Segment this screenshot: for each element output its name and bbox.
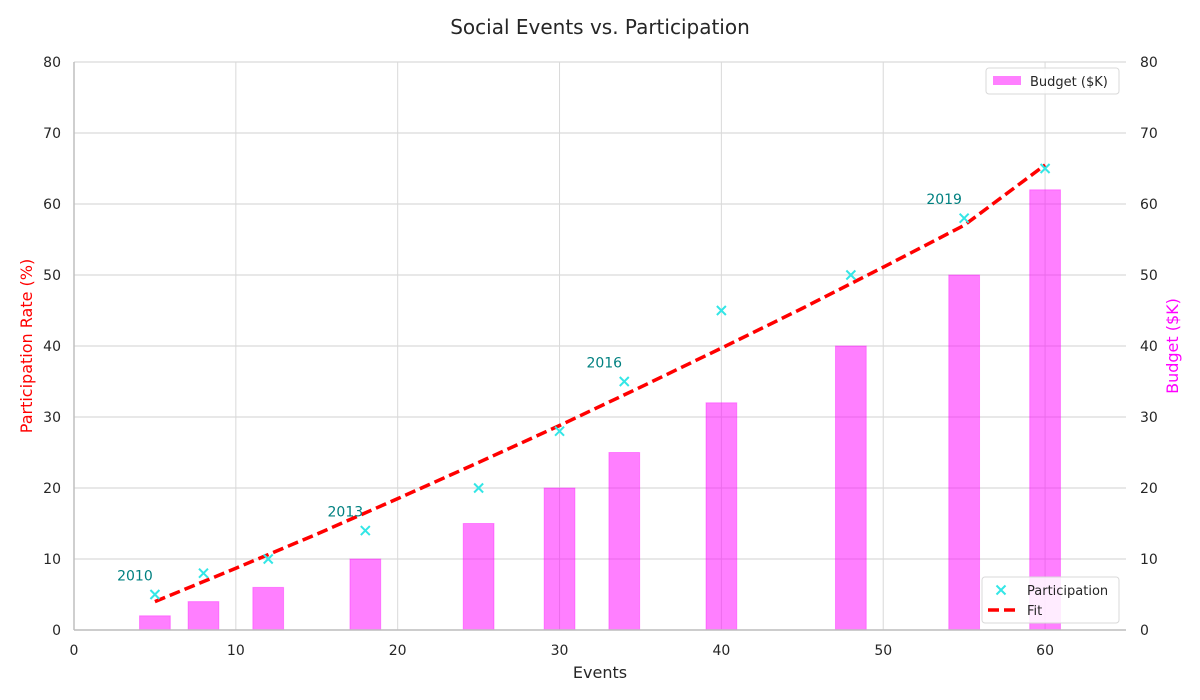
y-right-tick-label: 60: [1140, 197, 1158, 213]
y-right-tick-label: 50: [1140, 268, 1158, 284]
participation-points: [149, 163, 1051, 600]
budget-bar: [705, 402, 738, 631]
participation-point: [958, 212, 970, 224]
participation-point: [1039, 163, 1051, 174]
y-right-tick-label: 40: [1140, 339, 1158, 355]
y-left-tick-label: 70: [43, 126, 61, 142]
y-right-tick-label: 20: [1140, 481, 1158, 497]
y-right-tick-label: 30: [1140, 410, 1158, 426]
y-axis-left-title: Participation Rate (%): [17, 259, 36, 433]
year-annotation: 2016: [586, 356, 622, 372]
y-right-tick-label: 10: [1140, 552, 1158, 568]
y-left-tick-label: 80: [43, 55, 61, 71]
y-left-tick-label: 0: [52, 623, 61, 639]
budget-bar: [834, 345, 867, 631]
x-axis-title: Events: [573, 663, 627, 682]
x-tick-label: 40: [712, 643, 730, 659]
x-tick-label: 50: [874, 643, 892, 659]
y-left-tick-label: 40: [43, 339, 61, 355]
budget-bar: [187, 601, 220, 631]
participation-point: [554, 425, 565, 437]
legend-participation-marker: [995, 584, 1007, 596]
fit-line: [154, 163, 1047, 604]
year-annotations: 2010 2013 2016 2019: [117, 192, 962, 584]
y-left-tick-label: 30: [43, 410, 61, 426]
participation-point: [473, 482, 484, 494]
participation-point: [149, 589, 161, 600]
budget-bar: [139, 615, 171, 631]
participation-point: [360, 525, 371, 536]
axes: [73, 62, 1126, 631]
y-left-tick-label: 10: [43, 552, 61, 568]
y-left-tick-label: 50: [43, 268, 61, 284]
y-right-tick-label: 0: [1140, 623, 1149, 639]
legend-box: [981, 576, 1120, 624]
legend-budget: Budget ($K): [985, 67, 1120, 95]
x-tick-label: 30: [551, 643, 569, 659]
budget-bar: [608, 452, 641, 631]
budget-bar: [1029, 189, 1061, 631]
legend-participation-fit: Participation Fit: [981, 576, 1120, 624]
y-right-tick-label: 70: [1140, 126, 1158, 142]
x-tick-label: 0: [70, 643, 79, 659]
participation-point: [716, 305, 727, 316]
x-tick-label: 10: [227, 643, 245, 659]
budget-bars: [139, 189, 1061, 631]
participation-point: [619, 376, 630, 387]
y-left-tick-label: 20: [43, 481, 61, 497]
participation-point: [198, 567, 209, 579]
legend-budget-label: Budget ($K): [1030, 75, 1108, 90]
budget-bar: [543, 487, 576, 631]
x-tick-label: 20: [389, 643, 407, 659]
year-annotation: 2013: [328, 505, 364, 521]
year-annotation: 2010: [117, 569, 153, 585]
participation-point: [263, 553, 274, 565]
budget-bar: [462, 523, 495, 631]
y-axis-right-title: Budget ($K): [1163, 298, 1182, 394]
legend-fit-label: Fit: [1027, 604, 1042, 619]
budget-bar: [948, 274, 981, 631]
x-tick-label: 60: [1036, 643, 1054, 659]
budget-bar: [349, 558, 382, 631]
fit-line-group: [154, 163, 1047, 604]
legend-box: [985, 67, 1120, 95]
participation-point: [845, 269, 857, 281]
y-right-tick-label: 80: [1140, 55, 1158, 71]
y-left-tick-label: 60: [43, 197, 61, 213]
legend-participation-label: Participation: [1027, 584, 1108, 599]
budget-bar: [252, 586, 285, 631]
chart-title: Social Events vs. Participation: [450, 15, 750, 39]
year-annotation: 2019: [926, 192, 962, 208]
legend-budget-swatch: [993, 76, 1021, 85]
